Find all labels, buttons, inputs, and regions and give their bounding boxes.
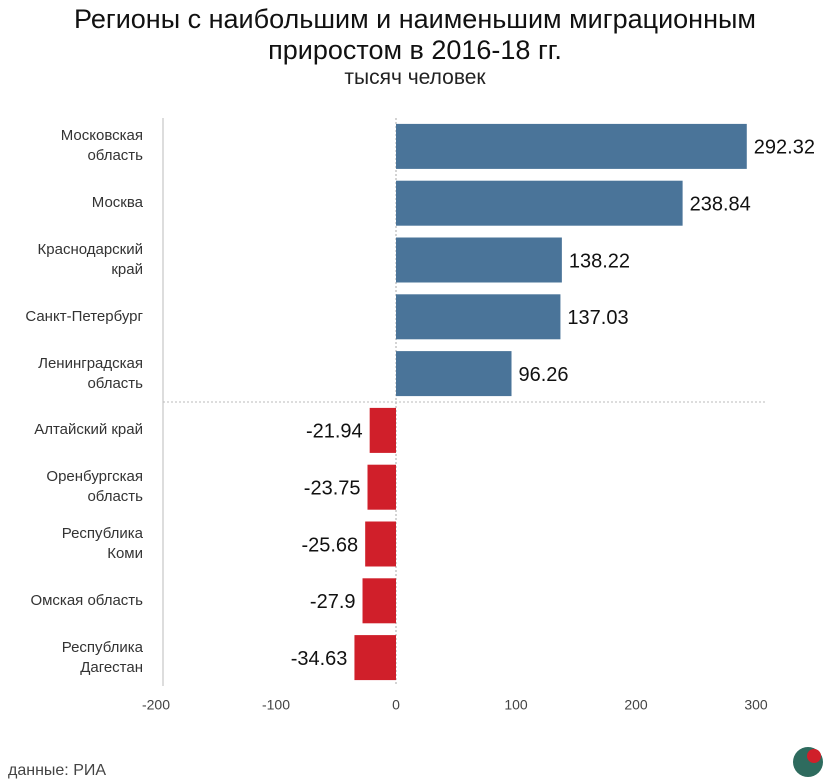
value-label: -34.63 [291,648,348,670]
bar [367,464,396,510]
x-tick-label: 100 [504,697,528,713]
value-label: 138.22 [569,250,630,272]
x-tick-label: 300 [744,697,768,713]
chart-subtitle: тысяч человек [344,66,486,89]
category-label: Алтайский край [34,421,143,439]
x-tick-label: -100 [262,697,290,713]
value-label: 96.26 [519,364,569,386]
bar [362,578,396,624]
bar [365,521,396,567]
chart-title: Регионы с наибольшим и наименьшим миграц… [74,4,756,65]
bar [354,635,396,681]
bar [396,237,562,283]
x-tick-label: 200 [624,697,648,713]
bar [396,180,683,226]
logo [793,747,823,777]
value-label: 137.03 [567,307,628,329]
category-label: Республика Дагестан [61,638,143,676]
category-label: Республика Коми [61,525,143,562]
value-label: -25.68 [301,534,358,556]
category-label: Краснодарский край [37,241,143,278]
value-label: -27.9 [310,591,356,613]
category-label: Омская область [30,591,143,609]
x-tick-label: -200 [142,697,170,713]
value-label: -23.75 [304,477,361,499]
value-label: 292.32 [754,137,815,159]
value-label: 238.84 [690,193,751,215]
bar [396,123,747,169]
bar [369,407,396,453]
bar [396,351,512,397]
bar [396,294,561,340]
category-label: Московская область [60,127,143,165]
category-label: Москва [91,194,143,212]
source: данные: РИА [8,762,107,779]
category-label: Оренбургская область [46,468,143,506]
x-tick-label: 0 [392,697,400,713]
value-label: -21.94 [306,421,363,443]
category-label: Ленинградская область [38,354,143,392]
category-label: Санкт-Петербург [25,307,143,325]
